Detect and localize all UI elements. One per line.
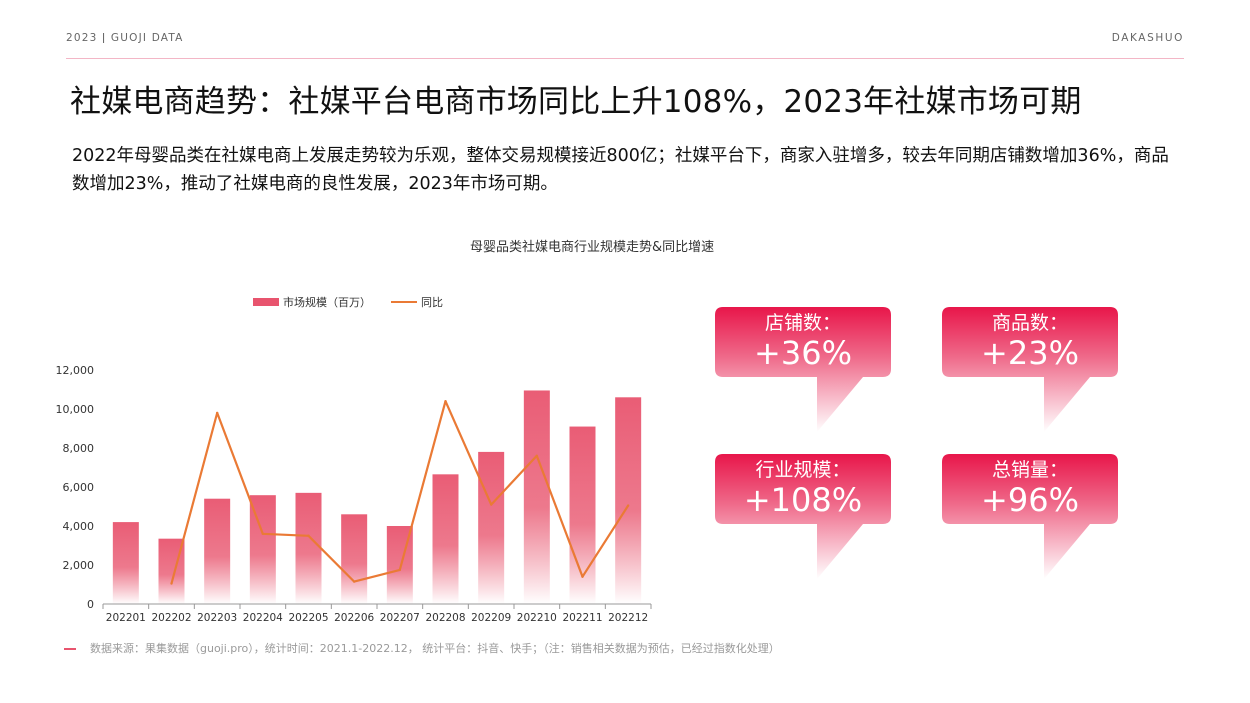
chart-plot: 0 2,000 4,000 6,000 8,000 10,000 12,000 202201… (56, 364, 652, 624)
x-tick-label: 202212 (608, 612, 648, 624)
card-store-count: 店铺数： +36% (713, 306, 893, 466)
x-tick-label: 202205 (288, 612, 328, 624)
header-bar: 2023 ǀ GUOJI DATA DAKASHUO (66, 30, 1184, 59)
card-total-sales: 总销量： +96% (940, 453, 1120, 613)
x-tick-label: 202202 (151, 612, 191, 624)
legend-swatch-line (391, 301, 417, 303)
y-tick-label: 0 (87, 598, 94, 611)
bar[interactable] (523, 390, 550, 604)
speech-bubble-icon (942, 307, 1118, 432)
x-tick-label: 202210 (517, 612, 557, 624)
y-tick-label: 6,000 (63, 481, 95, 494)
y-tick-label: 10,000 (56, 403, 95, 416)
x-tick-label: 202207 (380, 612, 420, 624)
card-label: 商品数： (991, 312, 1068, 334)
legend-label-bar: 市场规模（百万） (283, 296, 371, 309)
yoy-point[interactable] (444, 400, 447, 403)
card-value: +96% (981, 481, 1079, 519)
y-tick-label: 8,000 (63, 442, 95, 455)
card-label: 总销量： (991, 459, 1068, 481)
yoy-point[interactable] (581, 575, 584, 578)
bar[interactable] (112, 522, 139, 604)
card-value: +36% (754, 334, 852, 372)
page-title: 社媒电商趋势：社媒平台电商市场同比上升108%，2023年社媒市场可期 (70, 84, 1082, 120)
y-tick-label: 12,000 (56, 364, 95, 377)
yoy-point[interactable] (261, 532, 265, 535)
x-tick-label: 202208 (425, 612, 465, 624)
yoy-point[interactable] (398, 568, 402, 572)
source-dash-icon (64, 648, 76, 650)
bar[interactable] (478, 451, 505, 604)
speech-bubble-icon (715, 307, 891, 432)
yoy-point[interactable] (215, 411, 219, 415)
chart-title: 母婴品类社媒电商行业规模走势&同比增速 (470, 240, 715, 255)
speech-bubble-icon (715, 454, 891, 579)
page-description: 2022年母婴品类在社媒电商上发展走势较为乐观，整体交易规模接近800亿；社媒平… (72, 146, 1169, 194)
x-tick-label: 202203 (197, 612, 237, 624)
data-source-note: 数据来源：果集数据（guoji.pro），统计时间：2021.1-2022.12… (64, 640, 780, 656)
card-industry-scale: 行业规模： +108% (713, 453, 893, 613)
legend-label-line: 同比 (421, 296, 443, 309)
x-tick-label: 202211 (562, 612, 602, 624)
yoy-point[interactable] (307, 534, 310, 537)
card-value: +23% (981, 334, 1079, 372)
card-label: 店铺数： (764, 312, 841, 334)
bar[interactable] (295, 492, 322, 604)
card-label: 行业规模： (755, 459, 851, 481)
x-tick-label: 202201 (106, 612, 146, 624)
yoy-point[interactable] (489, 503, 493, 506)
header-brand-text: DAKASHUO (1111, 32, 1184, 44)
data-source-text: 数据来源：果集数据（guoji.pro），统计时间：2021.1-2022.12… (90, 642, 780, 655)
bar[interactable] (204, 498, 231, 604)
x-tick-label: 202206 (334, 612, 374, 624)
yoy-point[interactable] (352, 580, 356, 583)
legend-swatch-bar (253, 298, 279, 306)
y-tick-label: 2,000 (63, 559, 95, 572)
x-tick-label: 202209 (471, 612, 511, 624)
card-value: +108% (743, 481, 863, 519)
speech-bubble-icon (942, 454, 1118, 579)
yoy-point[interactable] (535, 454, 539, 457)
y-tick-label: 4,000 (63, 520, 95, 533)
bar[interactable] (341, 514, 368, 604)
card-product-count: 商品数： +23% (940, 306, 1120, 466)
bar[interactable] (432, 474, 459, 604)
x-tick-label: 202204 (243, 612, 283, 624)
yoy-point[interactable] (170, 582, 173, 585)
header-left-text: 2023 ǀ GUOJI DATA (66, 32, 184, 44)
bar[interactable] (615, 397, 642, 604)
yoy-point[interactable] (626, 504, 630, 507)
